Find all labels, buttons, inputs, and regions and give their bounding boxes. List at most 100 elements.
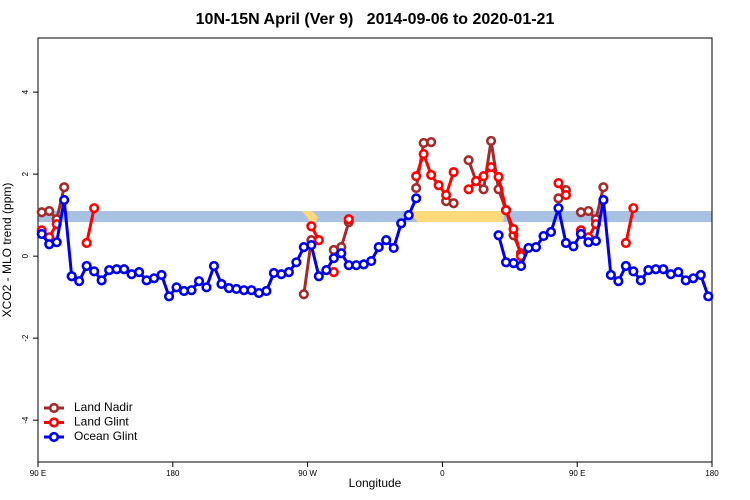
series-point <box>208 260 220 272</box>
series-point <box>298 289 309 300</box>
legend-label: Land Nadir <box>74 400 133 414</box>
series-point <box>261 285 272 297</box>
series-point <box>328 253 339 264</box>
chart-title: 10N-15N April (Ver 9) 2014-09-06 to 2020… <box>196 11 555 28</box>
y-axis-label: XCO2 - MLO trend (ppm) <box>0 183 14 318</box>
series-point <box>403 210 414 221</box>
series-point <box>463 184 474 195</box>
plot-frame <box>37 37 713 463</box>
series-point <box>658 264 669 275</box>
series-point <box>485 135 497 147</box>
series-point <box>59 182 70 193</box>
y-tick-label: 2 <box>21 171 30 176</box>
series-point <box>426 137 437 148</box>
series-point <box>635 275 646 286</box>
x-tick-label: 90 W <box>298 469 317 478</box>
series-point <box>81 237 92 249</box>
series-point <box>36 228 47 240</box>
x-tick-label: 90 E <box>569 469 585 478</box>
x-tick-label: 180 <box>166 469 180 478</box>
legend-label: Land Glint <box>74 415 129 429</box>
series-point <box>306 239 317 251</box>
series-point <box>96 275 107 286</box>
series-point <box>163 291 175 302</box>
series-point <box>471 176 482 187</box>
series-point <box>171 282 182 293</box>
series-point <box>411 193 422 204</box>
series-point <box>515 260 527 272</box>
series-point <box>366 255 377 267</box>
series-point <box>553 178 564 189</box>
series-point <box>493 230 504 241</box>
series-point <box>568 241 579 252</box>
series-point <box>291 257 302 268</box>
series-point <box>283 267 294 278</box>
series-point <box>44 205 55 217</box>
series-point <box>613 276 624 287</box>
legend-marker <box>48 431 60 443</box>
series-point <box>500 205 512 216</box>
series-point <box>560 189 572 201</box>
series-point <box>89 203 100 214</box>
series-point <box>448 166 459 178</box>
series-point <box>478 171 489 182</box>
series-point <box>156 269 167 281</box>
series-point <box>306 221 317 232</box>
series-point <box>134 267 145 278</box>
series-point <box>620 260 631 272</box>
series-point <box>545 226 557 238</box>
series-point <box>336 248 347 259</box>
series-point <box>411 171 422 182</box>
series-point <box>89 266 100 277</box>
series-point <box>628 203 639 214</box>
series-point <box>313 271 324 282</box>
series-point <box>463 155 474 166</box>
series-point <box>485 162 497 173</box>
series-point <box>538 230 549 242</box>
series-point <box>441 189 452 201</box>
y-tick-label: -4 <box>21 416 30 424</box>
series-point <box>433 180 444 191</box>
series-point <box>313 235 324 246</box>
series-point <box>381 235 392 246</box>
y-tick-label: -2 <box>21 334 30 342</box>
x-tick-label: 0 <box>440 469 445 478</box>
series-point <box>575 228 587 240</box>
series-point <box>583 205 594 217</box>
series-point <box>343 214 354 225</box>
series-point <box>590 235 602 247</box>
reference-band <box>38 211 712 223</box>
series-point <box>673 267 684 278</box>
series-point <box>81 260 92 272</box>
series-point <box>598 194 609 206</box>
land-patch <box>302 211 318 222</box>
series-point <box>493 171 504 183</box>
legend-marker <box>48 417 60 428</box>
series-point <box>51 237 62 248</box>
y-tick-label: 0 <box>21 253 30 258</box>
legend-label: Ocean Glint <box>74 429 138 443</box>
x-axis-label: Longitude <box>349 476 402 490</box>
series-point <box>605 269 617 281</box>
y-tick-label: 4 <box>21 89 30 94</box>
series-point <box>59 194 70 206</box>
series-point <box>620 237 631 249</box>
series-point <box>530 242 542 253</box>
series-point <box>418 148 429 160</box>
legend-marker <box>48 402 60 414</box>
series-point <box>66 271 77 282</box>
series-point <box>396 218 407 229</box>
series-point <box>703 291 714 302</box>
series-point <box>411 182 422 194</box>
series-point <box>74 276 85 287</box>
series-point <box>553 203 564 214</box>
series-point <box>448 198 459 209</box>
series-point <box>478 184 489 195</box>
x-tick-label: 180 <box>705 469 719 478</box>
series-point <box>216 278 227 290</box>
series-point <box>628 266 639 277</box>
series-point <box>695 269 706 281</box>
series-point <box>201 282 212 293</box>
series-point <box>186 285 197 296</box>
